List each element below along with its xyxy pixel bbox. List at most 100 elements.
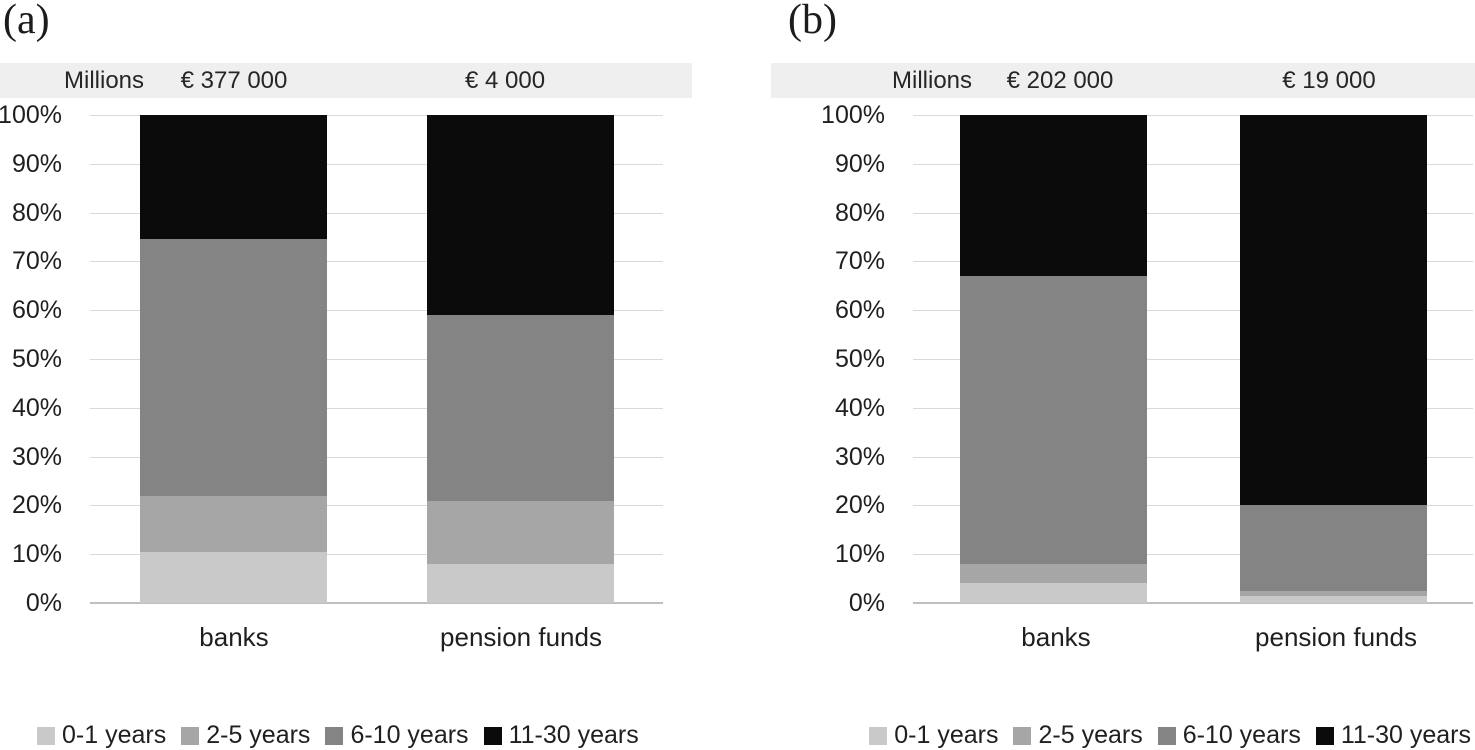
y-tick-60: 60% [834, 296, 885, 325]
legend-label: 0-1 years [894, 721, 999, 749]
legend-label: 11-30 years [1340, 721, 1471, 749]
segment-banks-0-1-years [140, 551, 327, 603]
segment-banks-6-10-years [140, 239, 327, 496]
legend-item-2-5-years: 2-5 years [181, 721, 310, 750]
legend-item-6-10-years: 6-10 years [1157, 721, 1301, 750]
y-axis-ticks: 100% 90% 80% 70% 60% 50% 40% 30% 20% 10% 0% [738, 101, 885, 617]
gridline [913, 163, 1473, 165]
panel-a-label: (a) [3, 0, 50, 43]
legend: 0-1 years 2-5 years 6-10 years 11-30 years [37, 721, 639, 750]
y-tick-0: 0% [848, 589, 885, 617]
y-tick-70: 70% [834, 247, 885, 276]
column-total-pension-funds: € 4 000 [464, 67, 546, 94]
y-axis-ticks: 100% 90% 80% 70% 60% 50% 40% 30% 20% 10% 0% [0, 101, 62, 617]
gridline [90, 310, 663, 312]
gridline [913, 115, 1473, 116]
gridline [913, 212, 1473, 214]
segment-pension-funds-2-5-years [427, 500, 614, 564]
gridline [913, 505, 1473, 507]
y-tick-20: 20% [834, 491, 885, 520]
y-tick-90: 90% [834, 149, 885, 178]
y-tick-100: 100% [0, 101, 62, 129]
column-total-banks: € 377 000 [180, 67, 288, 94]
panel-b-label: (b) [788, 0, 837, 43]
legend-swatch-icon [1013, 726, 1032, 745]
segment-pension-funds-11-30-years [1240, 115, 1427, 506]
gridline [90, 212, 663, 214]
y-tick-50: 50% [834, 345, 885, 373]
segment-banks-11-30-years [140, 115, 327, 240]
y-tick-20: 20% [11, 491, 62, 520]
segment-banks-2-5-years [140, 495, 327, 552]
segment-pension-funds-0-1-years [1240, 595, 1427, 603]
gridline [913, 407, 1473, 409]
category-label-banks: banks [1021, 622, 1091, 652]
legend-label: 2-5 years [206, 721, 311, 749]
category-label-pension-funds: pension funds [440, 622, 602, 652]
gridline [913, 261, 1473, 263]
segment-pension-funds-6-10-years [427, 315, 614, 501]
legend-item-6-10-years: 6-10 years [325, 721, 469, 750]
panel-a: (a) Millions € 377 000 € 4 000 100% 90% 80… [0, 0, 737, 750]
legend-swatch-icon [37, 726, 55, 745]
x-axis-labels: banks pension funds [738, 622, 1475, 662]
gridline [913, 310, 1473, 312]
y-tick-30: 30% [11, 442, 62, 471]
gridline [90, 359, 663, 360]
bar-banks [140, 115, 327, 603]
legend-label: 2-5 years [1038, 721, 1143, 749]
bar-banks [960, 115, 1147, 603]
legend-label: 6-10 years [1182, 721, 1301, 749]
units-label: Millions [64, 67, 145, 94]
legend-swatch-icon [1315, 726, 1334, 745]
y-tick-90: 90% [11, 149, 62, 178]
gridline [90, 163, 663, 165]
segment-banks-6-10-years [960, 276, 1147, 564]
x-axis-line [913, 602, 1473, 604]
legend-item-11-30-years: 11-30 years [1315, 721, 1471, 750]
y-tick-10: 10% [834, 540, 885, 569]
panel-b: (b) Millions € 202 000 € 19 000 100% 90% 8… [738, 0, 1475, 750]
segment-banks-11-30-years [960, 115, 1147, 277]
legend: 0-1 years 2-5 years 6-10 years 11-30 years [869, 721, 1471, 750]
y-tick-50: 50% [11, 345, 62, 373]
segment-pension-funds-11-30-years [427, 115, 614, 316]
y-tick-10: 10% [11, 540, 62, 569]
gridline [90, 115, 663, 116]
y-tick-60: 60% [11, 296, 62, 325]
gridline [90, 261, 663, 263]
legend-swatch-icon [325, 726, 344, 745]
gridline [913, 359, 1473, 360]
plot-area [913, 115, 1473, 604]
panel-a-totals-strip: Millions € 377 000 € 4 000 [0, 63, 692, 98]
y-tick-0: 0% [25, 589, 62, 617]
gridline [90, 505, 663, 507]
segment-banks-0-1-years [960, 583, 1147, 603]
legend-item-2-5-years: 2-5 years [1013, 721, 1143, 750]
legend-item-0-1-years: 0-1 years [37, 721, 166, 750]
x-axis-line [90, 602, 663, 604]
y-tick-80: 80% [11, 198, 62, 227]
legend-label: 0-1 years [62, 721, 167, 749]
category-label-pension-funds: pension funds [1255, 622, 1417, 652]
legend-swatch-icon [869, 726, 888, 745]
column-total-pension-funds: € 19 000 [1282, 67, 1376, 94]
legend-swatch-icon [181, 726, 200, 745]
gridline [913, 554, 1473, 556]
segment-pension-funds-6-10-years [1240, 505, 1427, 591]
legend-item-0-1-years: 0-1 years [869, 721, 998, 750]
category-label-banks: banks [199, 622, 269, 652]
gridline [90, 407, 663, 409]
segment-pension-funds-0-1-years [427, 563, 614, 603]
gridline [90, 456, 663, 458]
legend-swatch-icon [483, 726, 502, 745]
column-total-banks: € 202 000 [1006, 67, 1114, 94]
bar-pension-funds [427, 115, 614, 603]
legend-label: 11-30 years [508, 721, 639, 749]
y-tick-40: 40% [834, 393, 885, 422]
y-tick-70: 70% [11, 247, 62, 276]
segment-pension-funds-2-5-years [1240, 590, 1427, 596]
y-tick-30: 30% [834, 442, 885, 471]
y-tick-100: 100% [821, 101, 885, 129]
